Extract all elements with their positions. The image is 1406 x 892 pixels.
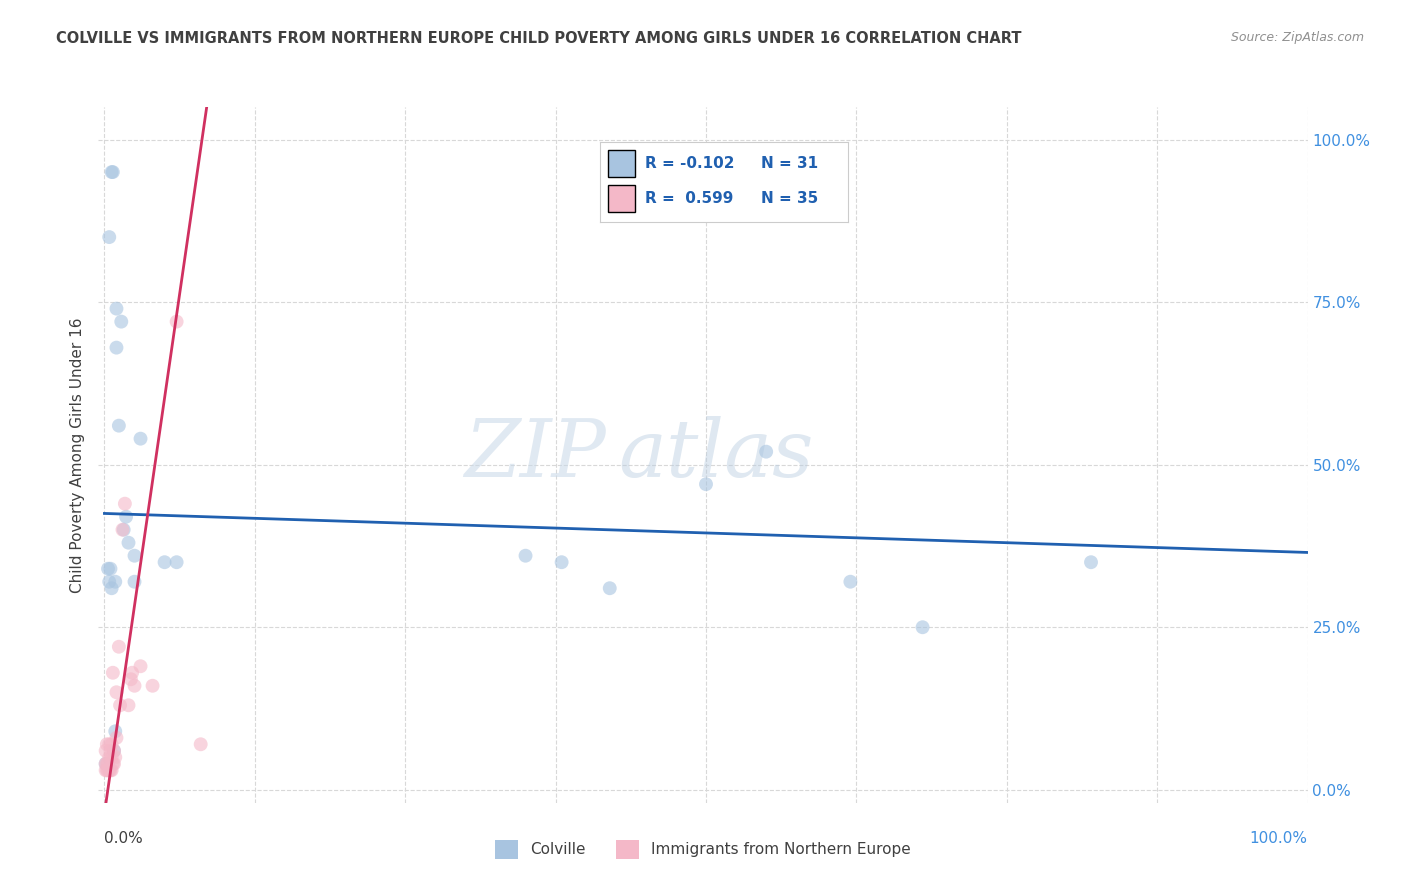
Point (98, 750, 121, 764)
Point (98, 230, 121, 244)
Point (100, 764, 122, 778)
Point (515, 549, 537, 563)
Text: R =  0.599: R = 0.599 (645, 191, 733, 206)
Point (104, 574, 127, 589)
Text: 0.0%: 0.0% (104, 830, 143, 846)
Point (100, 750, 122, 764)
Point (117, 698, 139, 713)
Point (103, 756, 125, 771)
Point (124, 679, 146, 693)
Point (97, 764, 120, 778)
Point (97, 562, 120, 576)
Point (103, 744, 125, 758)
Point (911, 620, 934, 634)
Point (120, 672, 142, 686)
Point (96, 756, 118, 771)
Point (100, 737, 122, 751)
Point (94, 764, 117, 778)
Point (599, 581, 621, 595)
Point (101, 756, 124, 771)
FancyBboxPatch shape (607, 150, 636, 177)
Point (104, 750, 127, 764)
Point (129, 432, 152, 446)
Point (755, 444, 778, 458)
Text: 100.0%: 100.0% (1250, 830, 1308, 846)
Point (129, 659, 152, 673)
Point (98, 764, 121, 778)
Point (104, 724, 127, 739)
Text: ZIP: ZIP (464, 417, 606, 493)
Point (166, 315, 188, 329)
Point (153, 555, 176, 569)
Point (97, 756, 120, 771)
Point (101, 665, 124, 680)
Legend: Colville, Immigrants from Northern Europe: Colville, Immigrants from Northern Europ… (489, 834, 917, 864)
Point (108, 418, 131, 433)
Point (100, 581, 122, 595)
Point (96, 737, 118, 751)
Point (166, 555, 188, 569)
Point (124, 574, 146, 589)
Text: Source: ZipAtlas.com: Source: ZipAtlas.com (1230, 31, 1364, 45)
Point (98, 737, 121, 751)
Point (112, 523, 135, 537)
Point (98, 574, 121, 589)
Point (1080, 555, 1102, 569)
Point (839, 574, 862, 589)
Point (190, 737, 212, 751)
Point (105, 341, 128, 355)
Point (94, 744, 117, 758)
Text: R = -0.102: R = -0.102 (645, 156, 734, 171)
Point (115, 509, 138, 524)
FancyBboxPatch shape (607, 185, 636, 212)
Point (121, 665, 143, 680)
Point (142, 679, 165, 693)
Text: atlas: atlas (619, 417, 814, 493)
Text: N = 35: N = 35 (761, 191, 818, 206)
Point (101, 165, 124, 179)
Point (114, 497, 136, 511)
Point (105, 731, 128, 745)
Point (103, 744, 125, 758)
Point (108, 698, 131, 713)
Point (124, 549, 146, 563)
Point (100, 744, 122, 758)
Point (695, 477, 717, 491)
Point (117, 535, 139, 549)
Y-axis label: Child Poverty Among Girls Under 16: Child Poverty Among Girls Under 16 (69, 318, 84, 592)
Point (94, 756, 117, 771)
Point (100, 562, 122, 576)
Point (94, 756, 117, 771)
Point (111, 523, 134, 537)
Point (100, 764, 122, 778)
Point (105, 301, 128, 316)
Point (550, 555, 572, 569)
Point (108, 640, 131, 654)
Text: COLVILLE VS IMMIGRANTS FROM NORTHERN EUROPE CHILD POVERTY AMONG GIRLS UNDER 16 C: COLVILLE VS IMMIGRANTS FROM NORTHERN EUR… (56, 31, 1022, 46)
Point (96, 764, 118, 778)
Point (105, 685, 128, 699)
Point (110, 315, 132, 329)
Text: N = 31: N = 31 (761, 156, 818, 171)
Point (100, 165, 122, 179)
